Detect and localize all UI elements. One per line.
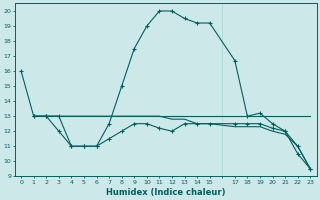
X-axis label: Humidex (Indice chaleur): Humidex (Indice chaleur): [106, 188, 225, 197]
